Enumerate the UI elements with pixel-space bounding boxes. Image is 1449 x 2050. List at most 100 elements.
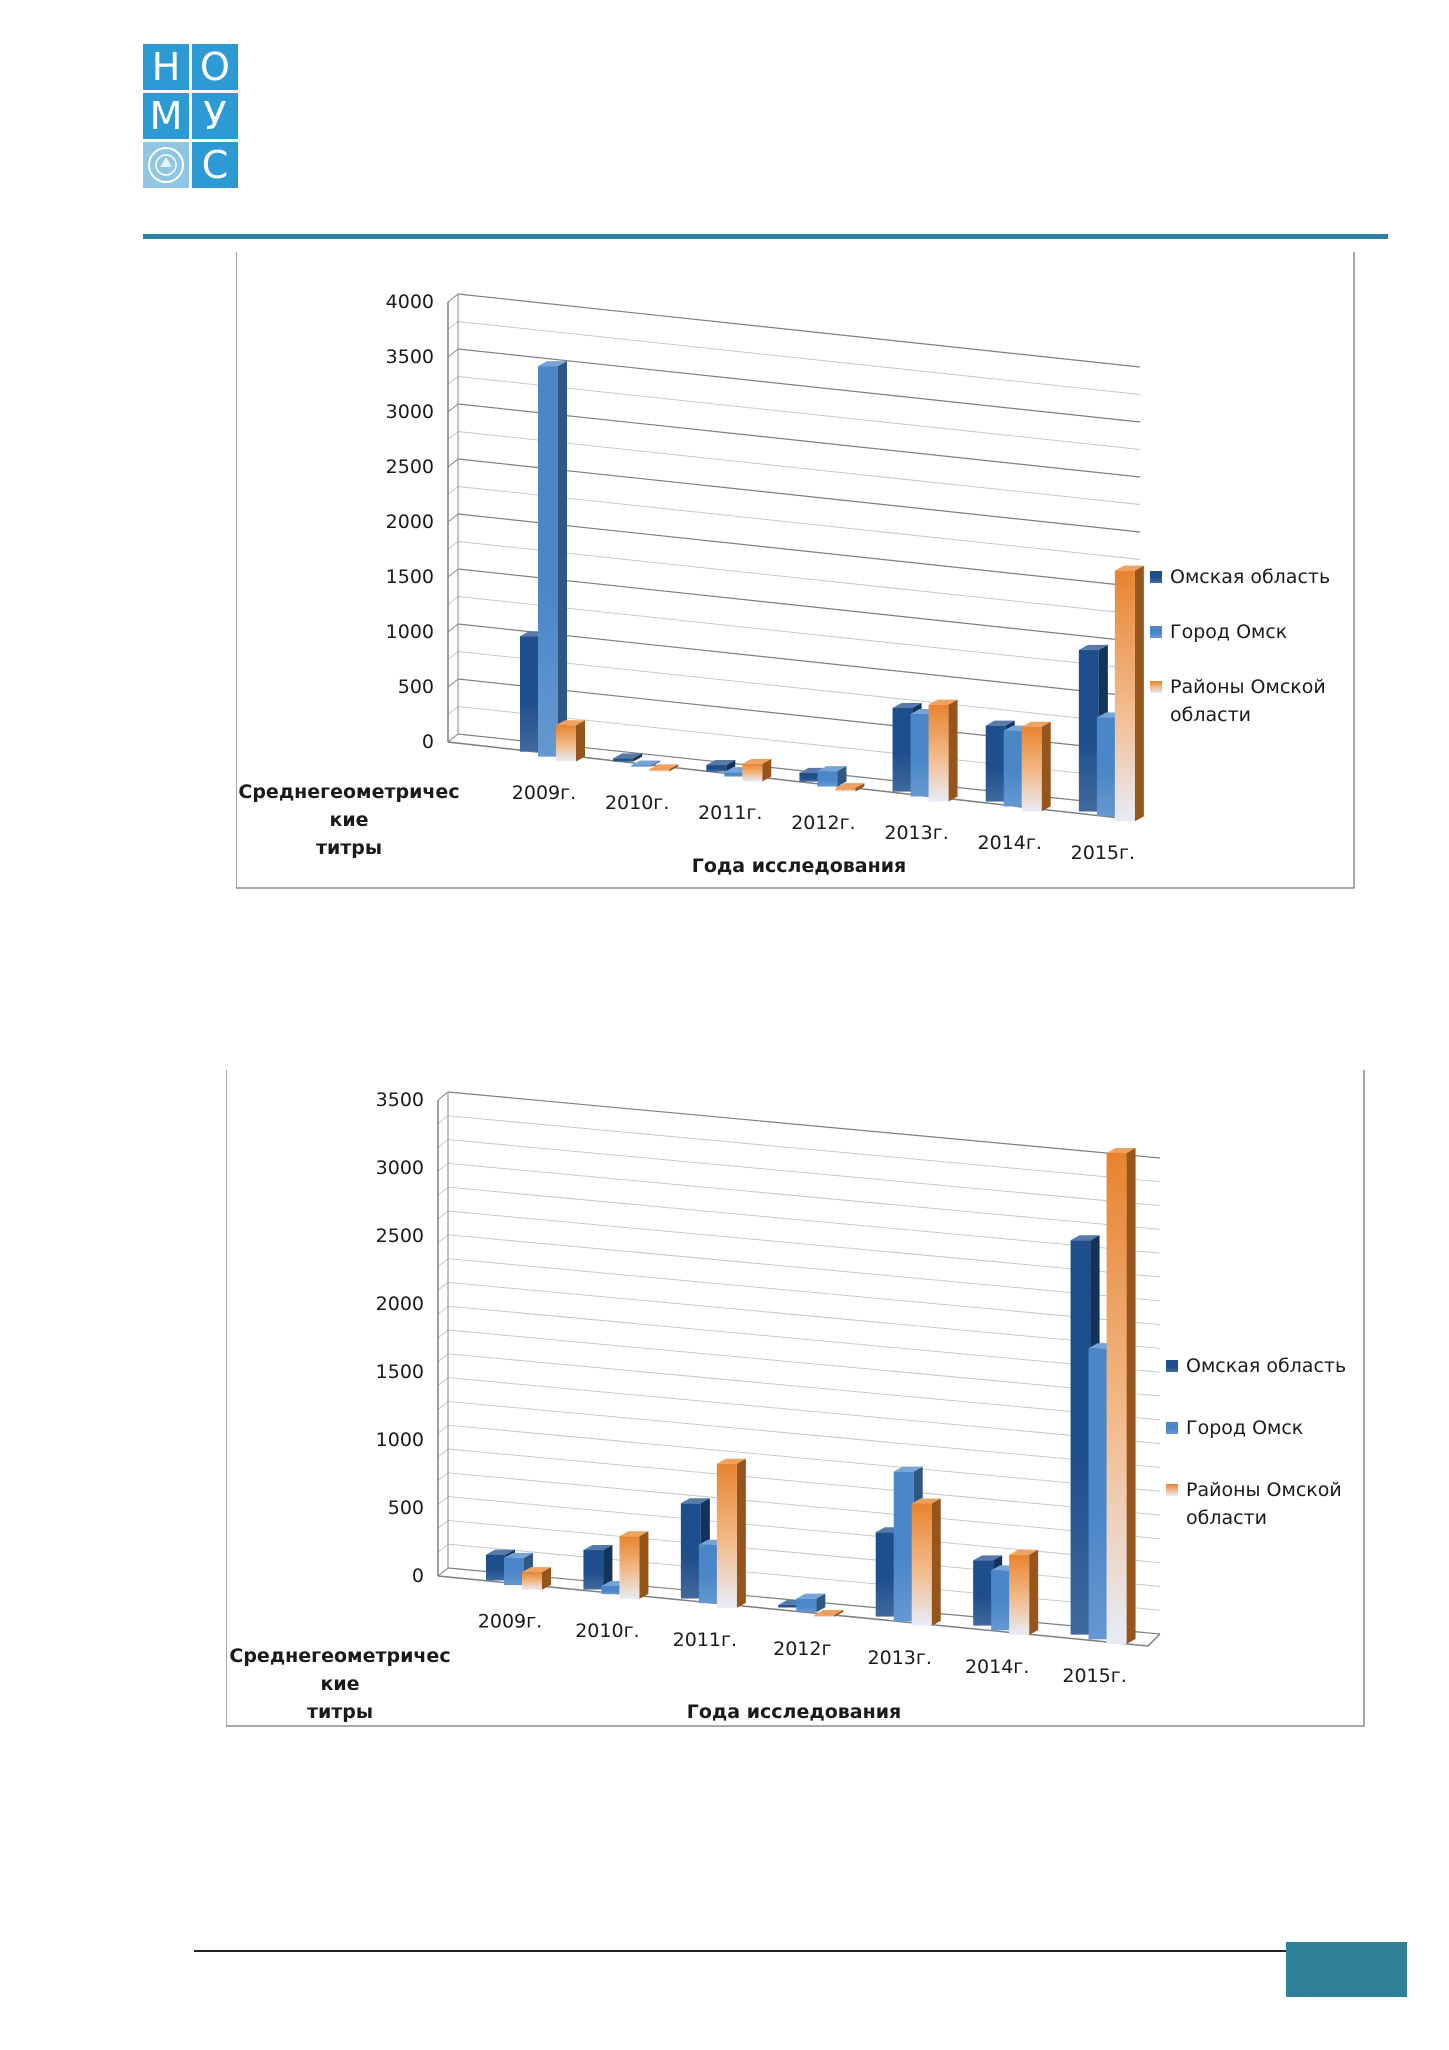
bar-side <box>639 1531 649 1599</box>
y-tick-label: 3000 <box>376 1157 424 1179</box>
bar-side <box>1126 1148 1136 1644</box>
logo: Н О М У С <box>143 44 239 188</box>
x-tick-label: 2012г. <box>791 812 855 834</box>
bar-face <box>835 788 856 792</box>
bar-side <box>762 758 772 782</box>
gridline <box>457 513 1141 588</box>
chart-frame <box>226 1070 1365 1727</box>
gridline <box>457 568 1141 643</box>
y-tick-label: 3000 <box>386 401 434 423</box>
bar-top <box>706 760 736 766</box>
bar <box>817 766 847 787</box>
bar-side <box>651 760 661 767</box>
bar-face <box>1078 649 1099 812</box>
gridline-wall <box>437 1424 449 1434</box>
bar-side <box>726 760 736 772</box>
bar-top <box>911 1498 941 1504</box>
bar-top <box>928 699 958 705</box>
bar-face <box>928 704 949 802</box>
bar-face <box>522 1572 542 1590</box>
gridline-wall <box>437 1139 449 1148</box>
y-axis-title: Среднегеометричес <box>229 1645 450 1667</box>
bar-top <box>613 753 643 759</box>
gridline <box>447 1329 1161 1397</box>
y-axis-title: кие <box>329 809 368 831</box>
gridline-wall <box>437 1282 449 1291</box>
bar <box>1114 565 1144 822</box>
y-axis-title: Среднегеометричес <box>238 781 459 803</box>
bar-top <box>817 766 847 772</box>
bar-top <box>680 1498 710 1504</box>
y-tick-label: 3500 <box>386 346 434 368</box>
gridline-wall <box>447 513 459 523</box>
bar-face <box>1096 717 1117 817</box>
x-tick-label: 2010г. <box>575 1620 639 1642</box>
gridline-wall <box>437 1377 449 1386</box>
bar-face <box>817 771 838 787</box>
bar-face <box>486 1554 506 1581</box>
bar <box>835 783 865 792</box>
bar-face <box>1003 730 1024 807</box>
gridline <box>457 293 1141 368</box>
y-tick-label: 500 <box>398 676 434 698</box>
legend-swatch <box>1166 1422 1178 1434</box>
bar-side <box>603 1545 613 1590</box>
bar-top <box>522 1567 551 1573</box>
gridline <box>447 1424 1161 1492</box>
gridline <box>447 1091 1161 1159</box>
bar <box>522 1567 551 1590</box>
bar-face <box>1088 1348 1109 1640</box>
bar-face <box>583 1550 604 1590</box>
bar-side <box>931 1498 941 1626</box>
bar-top <box>583 1545 613 1551</box>
bar-face <box>911 1503 932 1626</box>
bar-side <box>837 766 847 787</box>
gridline-wall <box>447 596 459 605</box>
legend-swatch <box>1150 681 1162 693</box>
gridline-wall <box>437 1115 449 1125</box>
gridline-wall <box>447 706 459 715</box>
gridline-wall <box>447 541 459 550</box>
bar <box>928 699 958 802</box>
bar-top <box>1078 644 1108 650</box>
bar <box>1106 1148 1136 1644</box>
legend-swatch <box>1166 1360 1178 1372</box>
gridline-wall <box>437 1543 449 1553</box>
legend-label: Омская область <box>1170 566 1330 588</box>
bar-side <box>816 1593 826 1613</box>
legend-label: Районы Омской <box>1170 676 1326 698</box>
gridline <box>447 1115 1161 1183</box>
x-tick-label: 2015г. <box>1062 1665 1126 1687</box>
bar-face <box>716 1463 737 1608</box>
gridline <box>447 1186 1161 1254</box>
bar-face <box>1009 1554 1030 1635</box>
legend-swatch <box>1150 626 1162 638</box>
x-tick-label: 2014г. <box>978 832 1042 854</box>
bar-face <box>892 707 913 792</box>
y-tick-label: 1000 <box>386 621 434 643</box>
gridline <box>447 1472 1161 1540</box>
gridline <box>457 541 1141 615</box>
bar-face <box>520 636 540 752</box>
bar-face <box>538 366 558 757</box>
bar-top <box>538 361 567 367</box>
bar-face <box>619 1536 640 1599</box>
bar-face <box>649 769 670 772</box>
gridline <box>457 431 1141 505</box>
bar-top <box>1070 1235 1100 1241</box>
legend-label-cont: области <box>1170 704 1251 726</box>
bar-top <box>716 1458 746 1464</box>
legend-label: Районы Омской <box>1186 1479 1342 1501</box>
bar-side <box>855 783 865 792</box>
bar <box>742 758 772 782</box>
gridline <box>457 376 1141 450</box>
bar-top <box>796 1593 826 1599</box>
bar-side <box>542 1567 551 1590</box>
x-tick-label: 2009г. <box>512 782 576 804</box>
gridline <box>447 1400 1161 1468</box>
logo-tile: М <box>143 93 189 139</box>
bar <box>649 764 679 772</box>
gridline-wall <box>447 623 459 633</box>
bar-face <box>504 1557 524 1586</box>
bar-top <box>1021 721 1051 727</box>
